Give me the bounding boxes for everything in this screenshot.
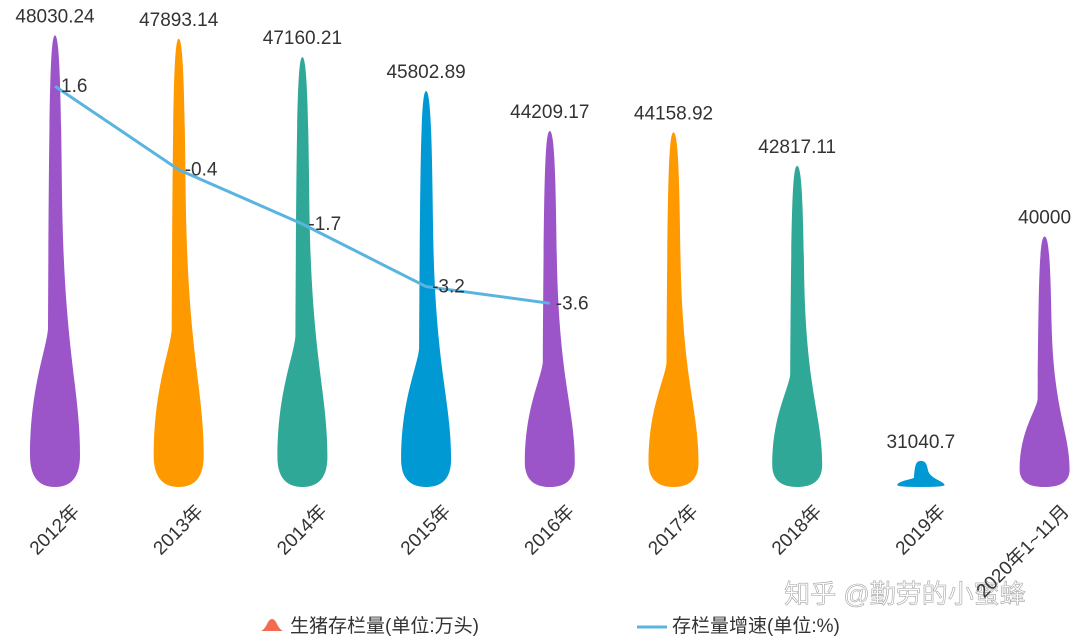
bar — [648, 132, 699, 487]
x-tick-label: 2013年 — [149, 501, 208, 560]
bar — [897, 460, 945, 487]
line — [54, 84, 551, 305]
x-tick-label: 2017年 — [644, 501, 703, 560]
line-label: -3.2 — [432, 277, 465, 298]
watermark: 知乎 @勤劳的小蜜蜂 — [784, 579, 1026, 609]
x-tick-label: 2018年 — [767, 501, 826, 560]
value-label: 44158.92 — [634, 103, 713, 124]
line-label: -3.6 — [556, 293, 589, 314]
bar — [1019, 236, 1070, 487]
bar — [401, 91, 452, 487]
x-tick-label: 2015年 — [396, 501, 455, 560]
line-label: -1.7 — [308, 214, 341, 235]
bar — [277, 57, 328, 487]
value-label: 40000 — [1018, 208, 1071, 229]
value-label: 31040.7 — [887, 432, 956, 453]
line-label: 1.6 — [61, 76, 87, 97]
bar — [772, 165, 823, 487]
x-tick-label: 2014年 — [273, 501, 332, 560]
value-label: 47160.21 — [263, 28, 342, 49]
legend-label: 生猪存栏量(单位:万头) — [290, 615, 479, 637]
legend-icon — [260, 619, 284, 631]
x-tick-label: 2019年 — [891, 501, 950, 560]
value-label: 42817.11 — [758, 137, 836, 158]
value-label: 47893.14 — [139, 10, 219, 31]
line-label: -0.4 — [185, 160, 218, 181]
bar — [524, 131, 575, 487]
legend-label: 存栏量增速(单位:%) — [672, 615, 840, 637]
bar — [153, 38, 204, 487]
x-tick-label: 2012年 — [25, 501, 84, 560]
value-label: 45802.89 — [386, 62, 465, 83]
value-label: 48030.24 — [15, 6, 95, 27]
x-tick-label: 2016年 — [520, 501, 579, 560]
value-label: 44209.17 — [510, 102, 589, 123]
bar — [30, 35, 80, 487]
